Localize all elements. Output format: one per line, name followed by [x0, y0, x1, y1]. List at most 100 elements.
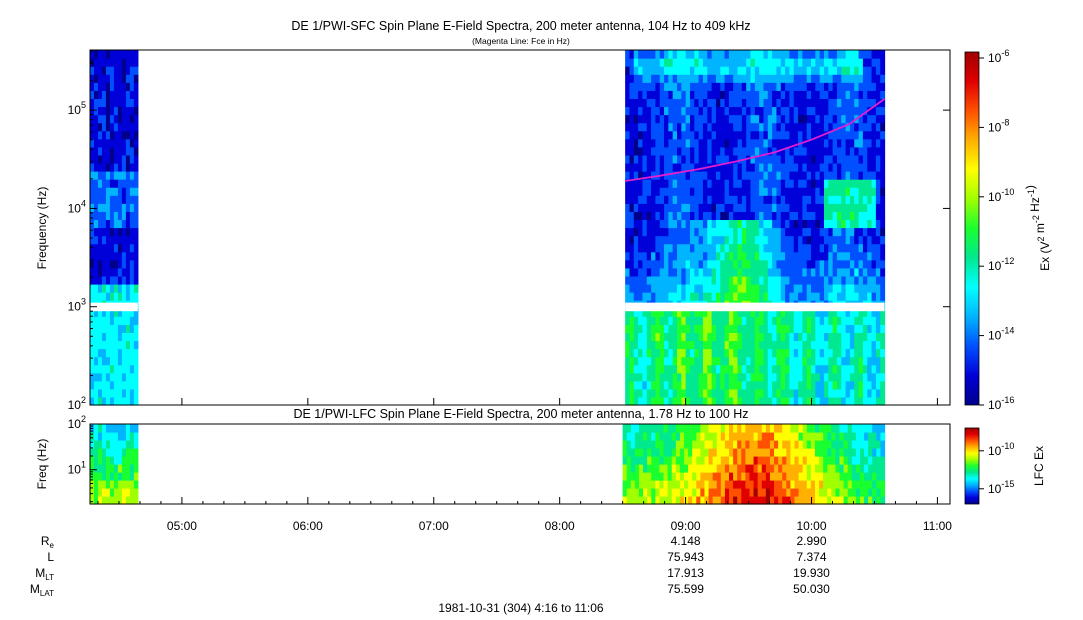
sfc-cell	[121, 138, 127, 148]
sfc-cell	[664, 90, 669, 100]
sfc-cell	[702, 74, 708, 83]
sfc-cell	[121, 267, 127, 277]
sfc-cell	[793, 259, 799, 269]
sfc-cell	[698, 316, 704, 325]
sfc-cell	[711, 146, 717, 156]
sfc-cell	[109, 356, 115, 366]
sfc-cell	[798, 195, 803, 204]
sfc-cell	[806, 179, 812, 188]
sfc-cell	[798, 340, 803, 350]
lfc-cell	[876, 480, 882, 489]
sfc-cell	[133, 162, 139, 172]
sfc-cell	[724, 267, 730, 277]
sfc-cell	[105, 316, 111, 325]
lfc-cell	[741, 448, 746, 457]
lfc-cell	[675, 432, 681, 441]
sfc-cell	[109, 179, 115, 188]
lfc-cell	[716, 472, 722, 481]
sfc-cell	[815, 235, 821, 245]
lfc-cell	[851, 440, 857, 449]
sfc-cell	[854, 380, 860, 390]
sfc-cell	[733, 243, 739, 253]
sfc-cell	[121, 235, 127, 245]
sfc-cell	[806, 146, 812, 156]
lfc-cell	[121, 440, 127, 449]
sfc-cell	[728, 58, 734, 67]
lfc-cell	[769, 480, 775, 489]
lfc-cell	[823, 448, 828, 457]
lfc-cell	[814, 448, 820, 457]
sfc-cell	[117, 243, 123, 253]
lfc-cell	[733, 456, 738, 465]
sfc-cell	[625, 211, 631, 221]
sfc-cell	[681, 219, 687, 229]
sfc-cell	[746, 396, 752, 406]
sfc-cell	[880, 340, 886, 350]
sfc-cell	[681, 130, 687, 140]
sfc-cell	[754, 292, 760, 301]
sfc-cell	[659, 340, 665, 350]
lfc-cell	[704, 464, 710, 473]
sfc-cell	[707, 275, 713, 285]
sfc-cell	[113, 292, 119, 301]
sfc-cell	[655, 259, 661, 269]
sfc-cell	[113, 283, 119, 293]
sfc-cell	[819, 122, 825, 132]
sfc-cell	[629, 179, 635, 188]
sfc-cell	[763, 114, 769, 124]
sfc-cell	[93, 364, 99, 374]
sfc-cell	[746, 348, 752, 358]
sfc-cell	[841, 138, 847, 148]
sfc-cell	[93, 211, 99, 221]
sfc-cell	[824, 187, 829, 196]
sfc-cell	[117, 396, 123, 406]
sfc-cell	[867, 203, 873, 212]
sfc-cell	[651, 380, 656, 390]
sfc-cell	[785, 267, 791, 277]
sfc-cell	[832, 106, 838, 116]
sfc-cell	[659, 162, 665, 172]
lfc-cell	[769, 488, 775, 497]
lfc-cell	[630, 464, 636, 473]
sfc-cell	[689, 90, 695, 100]
sfc-cell	[629, 324, 635, 333]
sfc-cell	[125, 138, 131, 148]
sfc-cell	[811, 74, 816, 83]
sfc-cell	[629, 356, 635, 366]
lfc-cell	[868, 424, 873, 433]
sfc-cell	[854, 251, 860, 261]
lfc-cell	[798, 456, 804, 465]
sfc-cell	[819, 292, 825, 301]
sfc-cell	[836, 292, 842, 301]
sfc-cell	[121, 122, 127, 132]
sfc-cell	[677, 340, 682, 350]
lfc-cell	[700, 472, 706, 481]
sfc-cell	[105, 195, 111, 204]
sfc-cell	[121, 154, 127, 164]
lfc-cell	[679, 464, 685, 473]
sfc-cell	[677, 348, 682, 358]
sfc-cell	[728, 211, 734, 221]
sfc-cell	[836, 122, 842, 132]
lfc-cell	[765, 448, 771, 457]
sfc-cell	[802, 243, 808, 253]
sfc-cell	[715, 275, 721, 285]
sfc-cell	[854, 332, 860, 342]
sfc-cell	[806, 114, 812, 124]
lfc-cell	[113, 472, 119, 481]
sfc-cell	[832, 356, 838, 366]
lfc-cell	[778, 440, 783, 449]
sfc-cell	[677, 292, 682, 301]
sfc-cell	[737, 259, 743, 269]
lfc-cell	[671, 424, 677, 433]
sfc-cell	[767, 211, 773, 221]
lfc-cell	[769, 472, 775, 481]
sfc-cell	[845, 179, 851, 188]
sfc-cell	[728, 275, 734, 285]
sfc-cell	[759, 138, 765, 148]
lfc-cell	[643, 488, 648, 497]
sfc-cell	[720, 308, 726, 317]
lfc-cell	[753, 488, 759, 497]
lfc-cell	[868, 448, 873, 457]
sfc-cell	[862, 98, 868, 108]
